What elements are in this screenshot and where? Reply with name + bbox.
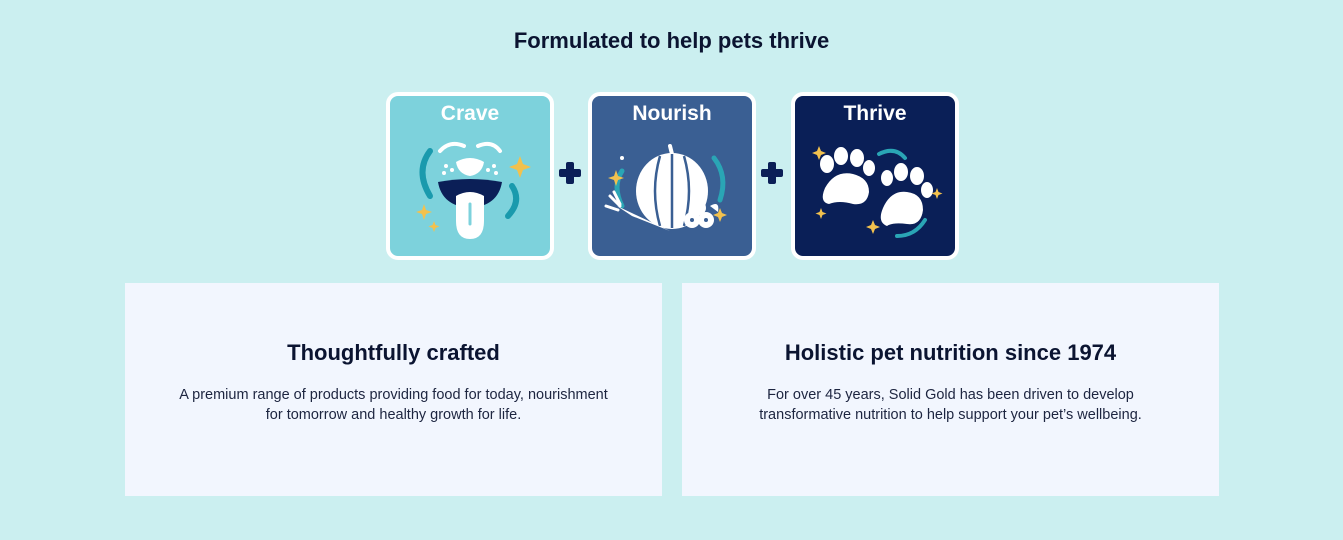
plus-icon bbox=[559, 162, 581, 184]
step-label: Nourish bbox=[592, 102, 752, 126]
step-tile-nourish: Nourish bbox=[588, 92, 756, 260]
card-body: A premium range of products providing fo… bbox=[179, 385, 609, 425]
step-tile-crave: Crave bbox=[386, 92, 554, 260]
step-label: Thrive bbox=[795, 102, 955, 126]
step-label: Crave bbox=[390, 102, 550, 126]
card-title: Holistic pet nutrition since 1974 bbox=[682, 340, 1219, 366]
plus-icon bbox=[761, 162, 783, 184]
benefit-steps: Crave Nourish bbox=[386, 92, 958, 258]
card-body: For over 45 years, Solid Gold has been d… bbox=[736, 385, 1166, 425]
section-heading: Formulated to help pets thrive bbox=[0, 28, 1343, 54]
card-title: Thoughtfully crafted bbox=[125, 340, 662, 366]
info-card-holistic: Holistic pet nutrition since 1974 For ov… bbox=[682, 283, 1219, 496]
step-tile-thrive: Thrive bbox=[791, 92, 959, 260]
info-card-crafted: Thoughtfully crafted A premium range of … bbox=[125, 283, 662, 496]
